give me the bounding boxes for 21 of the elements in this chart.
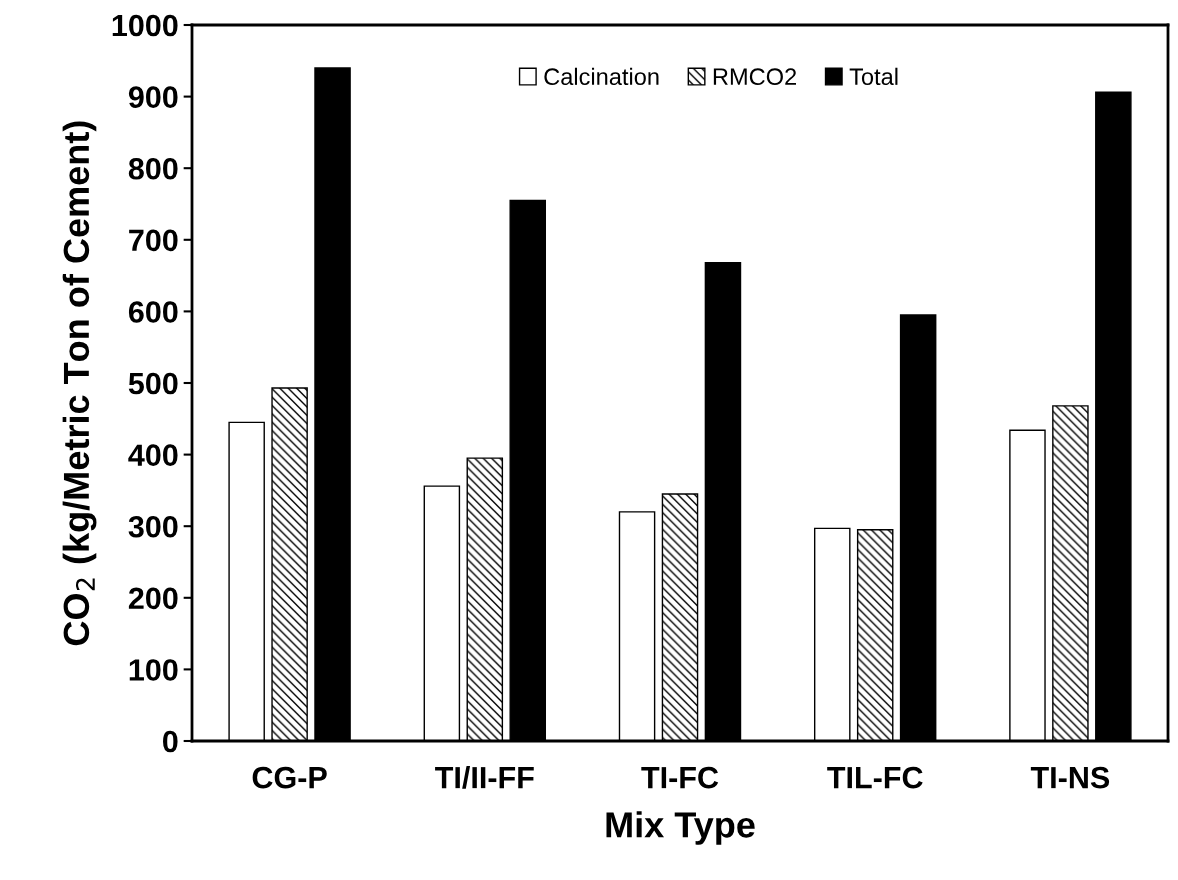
x-tick-label: TI/II-FF	[435, 766, 534, 789]
y-tick-label: 0	[163, 730, 178, 753]
y-tick-label: 700	[129, 229, 178, 252]
x-axis-title: Mix Type	[606, 811, 755, 845]
y-tick-label: 800	[128, 157, 178, 180]
y-tick-label: 300	[128, 515, 178, 538]
y-tick-label: 500	[128, 372, 178, 395]
x-tick-label: CG-P	[252, 766, 327, 789]
legend-label: RMCO2	[713, 68, 797, 86]
legend-label: Total	[849, 67, 898, 86]
y-tick-label: 900	[128, 86, 178, 108]
y-tick-label: 1000	[112, 14, 178, 37]
y-axis-title: CO$_{2}$ (kg/Metric Ton of Cement)	[62, 121, 97, 646]
legend-label: Calcination	[544, 67, 659, 86]
y-tick-label: 400	[128, 444, 178, 466]
x-tick-label: TIL-FC	[827, 766, 923, 789]
y-tick-label: 100	[129, 659, 178, 681]
x-tick-label: TI-NS	[1030, 766, 1110, 789]
y-tick-label: 600	[128, 301, 178, 323]
x-tick-label: TI-FC	[641, 766, 719, 789]
y-tick-label: 200	[128, 587, 178, 610]
